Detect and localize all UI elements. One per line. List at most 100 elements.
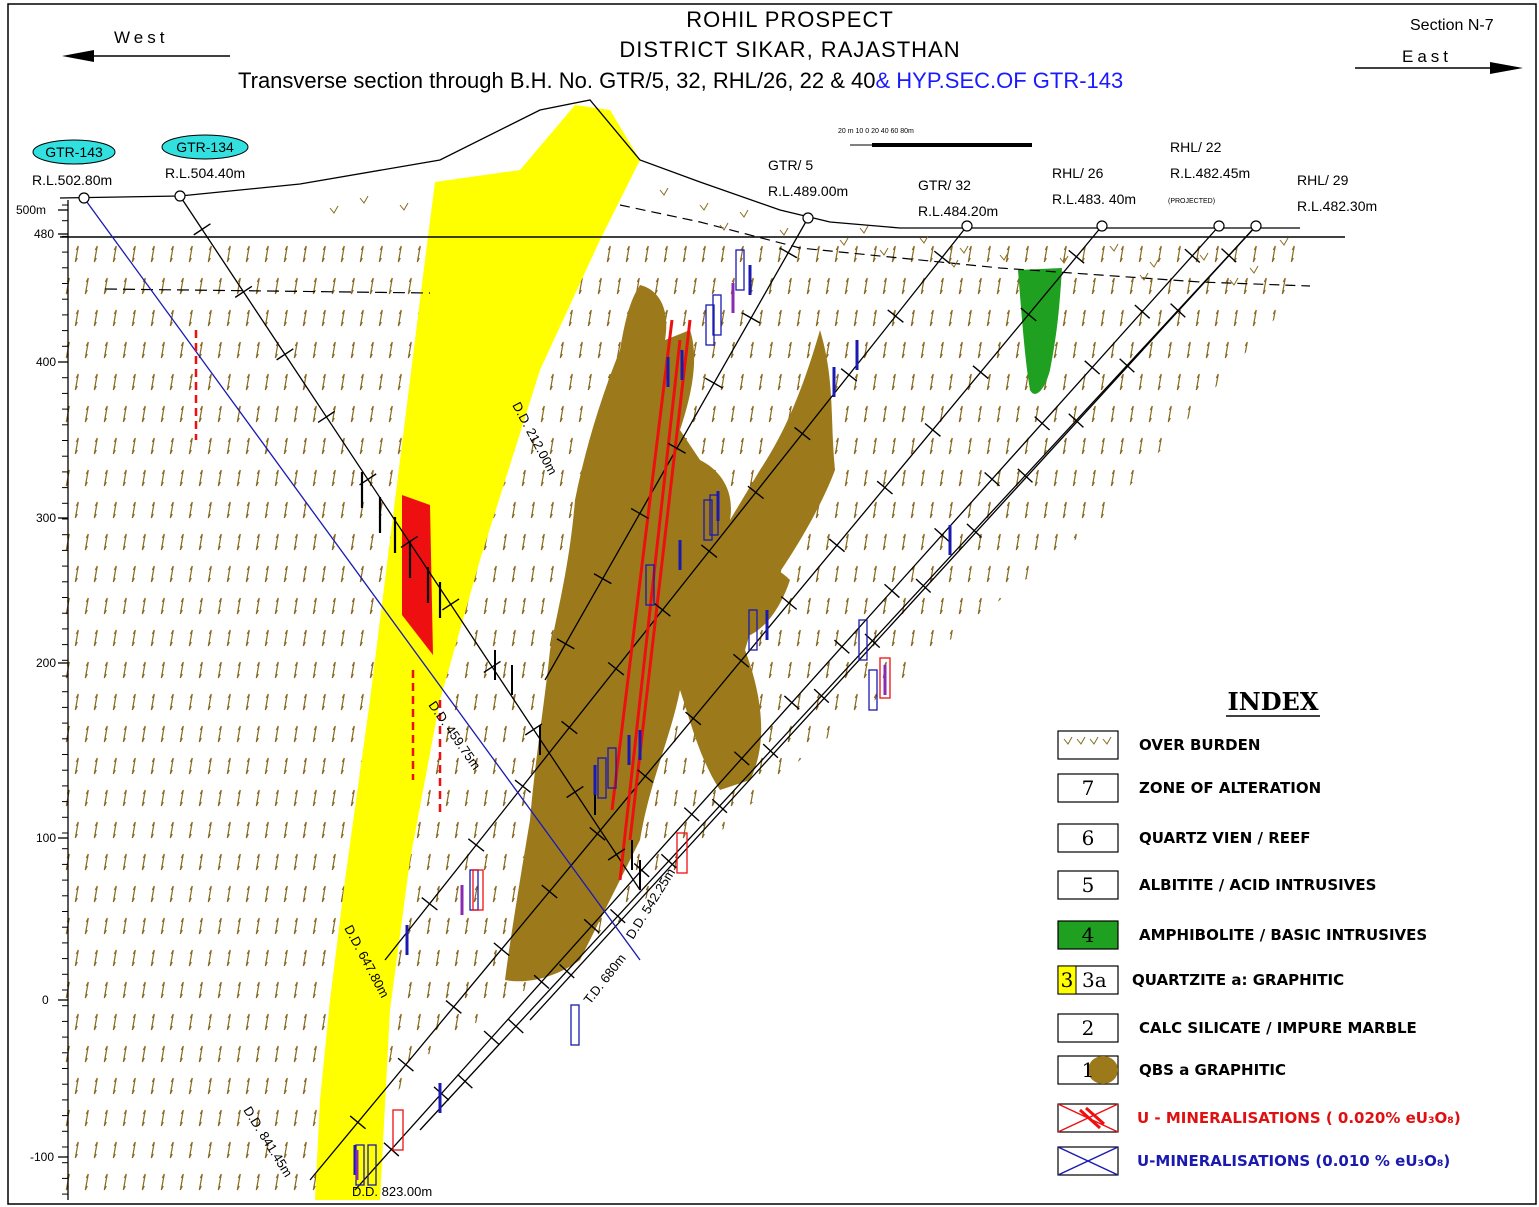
hatch-mark xyxy=(1157,629,1162,647)
hatch-mark xyxy=(122,917,127,935)
hatch-mark xyxy=(1100,949,1105,967)
hatch-mark xyxy=(787,597,792,615)
frame xyxy=(7,3,1537,1205)
hatch-mark xyxy=(996,277,1001,295)
collar-icon xyxy=(1213,220,1225,232)
hatch-mark xyxy=(226,309,231,327)
hatch-mark xyxy=(530,693,535,711)
hatch-mark xyxy=(1024,757,1029,775)
hatch-mark xyxy=(929,757,934,775)
hatch-mark xyxy=(853,309,858,327)
hatch-mark xyxy=(1110,277,1115,295)
hatch-mark xyxy=(416,1077,421,1095)
collar-icon xyxy=(1096,220,1108,232)
hatch-mark xyxy=(948,1077,953,1095)
hatch-mark xyxy=(1214,565,1219,583)
hatch-mark xyxy=(1024,629,1029,647)
hatch-mark xyxy=(378,373,383,391)
hatch-mark xyxy=(1233,309,1238,327)
hatch-mark xyxy=(1062,501,1067,519)
gtr134-rl: R.L.504.40m xyxy=(165,165,245,181)
scale-bar: 20 m 10 0 20 40 60 80m xyxy=(838,128,1032,147)
hatch-mark xyxy=(977,1109,982,1127)
hatch-mark xyxy=(502,789,507,807)
y-tick-label: 300 xyxy=(36,511,56,525)
hatch-mark xyxy=(122,981,127,999)
hatch-mark xyxy=(1176,1077,1181,1095)
hatch-mark xyxy=(568,1077,573,1095)
hatch-mark xyxy=(502,853,507,871)
hatch-mark xyxy=(1205,469,1210,487)
hatch-mark xyxy=(312,789,317,807)
hatch-mark xyxy=(587,1077,592,1095)
hatch-mark xyxy=(673,1045,678,1063)
hatch-mark xyxy=(264,309,269,327)
legend-cross xyxy=(1057,1146,1119,1176)
hatch-mark xyxy=(920,469,925,487)
title-line-1: ROHIL PROSPECT xyxy=(686,7,894,32)
hatch-mark xyxy=(891,1141,896,1159)
hatch-mark xyxy=(844,981,849,999)
hatch-mark xyxy=(920,341,925,359)
hatch-mark xyxy=(1005,1013,1010,1031)
hatch-mark xyxy=(939,789,944,807)
hatch-mark xyxy=(1024,1141,1029,1159)
hatch-mark xyxy=(312,661,317,679)
hatch-mark xyxy=(1224,341,1229,359)
hatch-mark xyxy=(587,1013,592,1031)
hatch-mark xyxy=(967,373,972,391)
hatch-mark xyxy=(910,693,915,711)
hatch-mark xyxy=(701,309,706,327)
hatch-mark xyxy=(445,725,450,743)
hatch-mark xyxy=(1195,437,1200,455)
legend-symbol: 7 xyxy=(1082,776,1095,800)
hatch-mark xyxy=(131,437,136,455)
trace-tick xyxy=(934,527,950,543)
hatch-mark xyxy=(1281,661,1286,679)
hatch-mark xyxy=(768,725,773,743)
hatch-mark xyxy=(1301,534,1304,550)
hatch-mark xyxy=(169,1077,174,1095)
hatch-mark xyxy=(340,373,345,391)
hatch-mark xyxy=(587,373,592,391)
hatch-mark xyxy=(122,341,127,359)
hatch-mark xyxy=(274,1173,279,1191)
hatch-mark xyxy=(245,501,250,519)
hatch-mark xyxy=(321,949,326,967)
hatch-mark xyxy=(967,1141,972,1159)
hatch-mark xyxy=(1081,565,1086,583)
hatch-mark xyxy=(616,277,621,295)
hatch-mark xyxy=(530,565,535,583)
hatch-mark xyxy=(1072,853,1077,871)
hatch-mark xyxy=(549,501,554,519)
hatch-mark xyxy=(321,437,326,455)
hatch-mark xyxy=(834,1013,839,1031)
hatch-mark xyxy=(1176,757,1181,775)
hatch-mark xyxy=(388,1045,393,1063)
hatch-mark xyxy=(264,949,269,967)
hatch-mark xyxy=(597,277,602,295)
hatch-mark xyxy=(882,789,887,807)
hatch-mark xyxy=(1157,693,1162,711)
hatch-mark xyxy=(739,1141,744,1159)
hatch-mark xyxy=(293,725,298,743)
hatch-mark xyxy=(1281,1173,1286,1191)
hatch-mark xyxy=(1119,885,1124,903)
red-mineral-box xyxy=(472,869,484,911)
hatch-mark xyxy=(331,725,336,743)
hatch-mark xyxy=(169,245,174,263)
hatch-mark xyxy=(141,661,146,679)
hatch-mark xyxy=(1262,1045,1267,1063)
hatch-mark xyxy=(853,629,858,647)
overburden-mark xyxy=(659,187,669,196)
hatch-mark xyxy=(245,373,250,391)
legend-row: OVER BURDEN xyxy=(1057,730,1260,760)
hatch-mark xyxy=(1271,309,1276,327)
hatch-mark xyxy=(255,277,260,295)
hatch-mark xyxy=(806,789,811,807)
legend-label: CALC SILICATE / IMPURE MARBLE xyxy=(1139,1019,1417,1037)
hatch-mark xyxy=(179,405,184,423)
hatch-mark xyxy=(967,821,972,839)
hatch-mark xyxy=(160,597,165,615)
hatch-mark xyxy=(920,405,925,423)
